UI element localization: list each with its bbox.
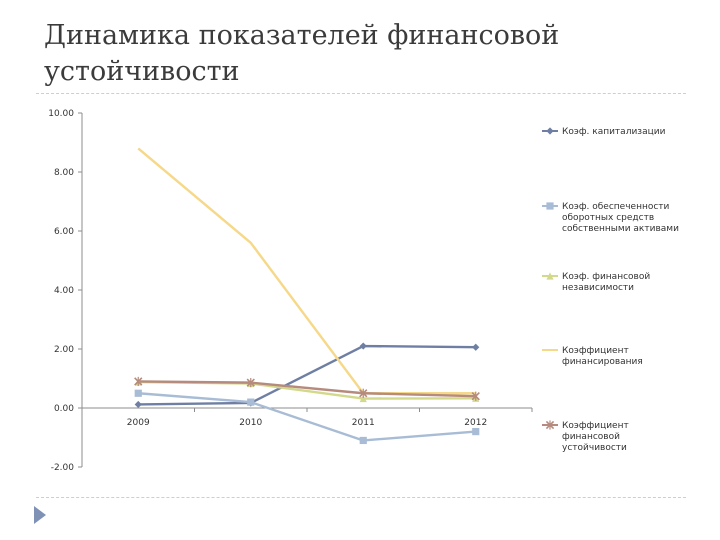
y-tick-label: 2.00 bbox=[54, 345, 74, 355]
y-tick-label: 6.00 bbox=[54, 227, 74, 237]
series-lines bbox=[137, 147, 476, 442]
y-tick-label: 10.00 bbox=[48, 109, 74, 119]
data-point-s5 bbox=[359, 388, 368, 398]
chart-legend: Коэф. капитализации Коэф. обеспеченностио… bbox=[542, 127, 679, 453]
legend-label: Коэф. капитализации bbox=[562, 127, 666, 137]
x-axis-ticks: 2009 2010 2011 2012 bbox=[81, 408, 533, 428]
legend-label: финансирования bbox=[562, 357, 643, 367]
legend-label: оборотных средств bbox=[562, 213, 654, 223]
footer-divider bbox=[36, 497, 686, 498]
x-tick-label: 2009 bbox=[127, 418, 150, 428]
y-tick-label: -2.00 bbox=[51, 463, 75, 473]
data-point-s5 bbox=[246, 378, 255, 388]
legend-label: Коэффициент bbox=[562, 421, 629, 431]
legend-label: финансовой bbox=[562, 432, 620, 442]
next-slide-arrow-icon[interactable] bbox=[34, 506, 46, 524]
y-tick-label: 4.00 bbox=[54, 286, 74, 296]
series-line-1 bbox=[138, 344, 476, 406]
legend-marker bbox=[546, 127, 554, 135]
legend-label: Коэф. обеспеченности bbox=[562, 202, 670, 212]
data-point-s2 bbox=[359, 436, 367, 445]
legend-label: собственными активами bbox=[562, 224, 679, 234]
data-point-s1 bbox=[472, 343, 480, 351]
y-tick-label: 0.00 bbox=[54, 404, 74, 414]
data-point-s2 bbox=[134, 389, 142, 397]
x-tick-label: 2010 bbox=[239, 418, 262, 428]
x-tick-label: 2011 bbox=[352, 418, 375, 428]
legend-item-1: Коэф. капитализации bbox=[542, 127, 666, 137]
y-tick-label: 8.00 bbox=[54, 168, 74, 178]
legend-label: независимости bbox=[562, 283, 634, 293]
legend-marker bbox=[546, 202, 554, 210]
legend-marker bbox=[545, 420, 555, 430]
data-point-s1 bbox=[134, 400, 142, 409]
series-line-4 bbox=[137, 147, 476, 395]
data-point-s2 bbox=[247, 398, 255, 406]
legend-label: Коэффициент bbox=[562, 346, 629, 356]
page-title: Динамика показателей финансовой устойчив… bbox=[44, 20, 560, 87]
series-markers bbox=[134, 342, 480, 445]
data-point-s2 bbox=[472, 428, 480, 436]
series-line-5 bbox=[138, 380, 476, 398]
data-point-s1 bbox=[359, 342, 367, 350]
title-divider bbox=[36, 93, 686, 94]
legend-marker bbox=[546, 272, 554, 280]
y-axis-ticks: 10.00 8.00 6.00 4.00 2.00 0.00 -2.00 bbox=[48, 109, 82, 473]
data-point-s3 bbox=[359, 394, 367, 403]
data-point-s5 bbox=[134, 376, 143, 387]
chart-axes bbox=[81, 113, 532, 467]
legend-label: Коэф. финансовой bbox=[562, 272, 650, 282]
series-line-2 bbox=[138, 392, 476, 442]
x-tick-label: 2012 bbox=[464, 418, 487, 428]
data-point-s5 bbox=[471, 391, 480, 401]
legend-label: устойчивости bbox=[562, 443, 627, 453]
